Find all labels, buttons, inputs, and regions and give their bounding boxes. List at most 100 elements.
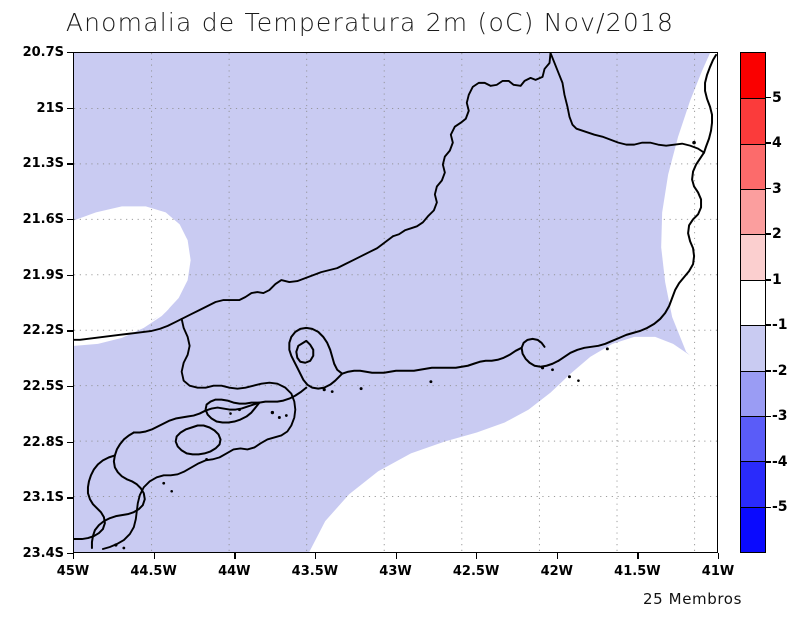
y-tick-mark [67,386,73,388]
colorbar-tick-mark [766,415,771,418]
islet [551,368,554,372]
colorbar-tick-mark [766,233,771,235]
x-tick-mark [637,553,639,559]
x-tick-mark [73,553,75,559]
islet [322,388,326,392]
islet [277,416,281,420]
x-tick-label: 42W [540,564,574,579]
islet [270,410,275,415]
x-tick-label: 43W [379,564,412,579]
y-tick-label: 22.2S [22,323,64,339]
colorbar[interactable] [740,52,766,553]
colorbar-band [741,189,765,235]
y-tick-mark [67,441,73,444]
band-minus1-plus1-west-notch [74,307,170,346]
ilha-grande-island [174,424,222,456]
colorbar-band [741,98,765,144]
colorbar-band [741,415,765,462]
y-tick-mark [67,219,73,221]
colorbar-tick-mark [766,324,771,327]
chart-title: Anomalia de Temperatura 2m (oC) Nov/2018 [65,8,675,37]
colorbar-band [741,506,765,552]
x-tick-label: 41.5W [614,564,661,579]
colorbar-tick-label: 4 [772,135,782,152]
y-tick-label: 22.5S [22,379,64,394]
members-footer: 25 Membros [643,590,742,608]
x-tick-mark [234,553,236,559]
boundary-north-spur [392,53,552,238]
map-plot-area[interactable] [73,52,718,553]
colorbar-tick-mark [766,96,771,99]
colorbar-tick-label: -5 [772,499,788,516]
colorbar-band [741,279,765,326]
islet [605,347,609,351]
x-tick-label: 42.5W [452,564,500,579]
x-tick-label: 45W [56,564,90,579]
coast-sw-tail [74,454,116,541]
islet [567,375,571,379]
islet [162,481,166,485]
islands-group [114,140,696,550]
colorbar-tick-mark [766,142,771,144]
coast-angra-paraty [90,431,146,550]
y-tick-mark [67,163,73,165]
colorbar-tick-label: 2 [772,226,782,243]
x-tick-mark [718,553,720,559]
islet [359,387,363,391]
map-gridlines [74,53,717,552]
y-tick-label: 23.1S [22,490,64,506]
colorbar-band [741,53,765,99]
islet [122,546,126,550]
islet [284,414,288,417]
x-tick-mark [314,553,317,559]
y-tick-label: 21.3S [22,156,64,172]
coast-north-to-capefrio [557,151,706,362]
map-canvas [74,53,717,552]
colorbar-tick-mark [766,461,771,463]
islet [577,379,580,382]
y-tick-mark [67,330,73,332]
islet [429,380,433,384]
y-tick-mark [67,52,73,54]
islet [540,366,545,370]
state-boundary-lines [74,53,705,550]
islet [205,457,208,461]
colorbar-band [741,234,765,280]
x-tick-label: 43.5W [291,564,339,579]
colorbar-band [741,325,765,371]
y-tick-mark [67,107,73,110]
x-tick-label: 41W [701,564,735,579]
islet [237,408,241,412]
islet [330,390,334,394]
islet [229,412,232,415]
colorbar-band [741,143,765,190]
ilha-grande-coast [204,398,261,424]
x-tick-label: 44.5W [130,564,177,579]
guanabara-bay-outline [288,326,344,390]
y-tick-label: 20.7S [22,45,64,60]
boundary-southwest-diagonal [74,235,394,341]
y-tick-mark [67,274,73,277]
band-minus1-plus1-northeast [661,53,717,382]
colorbar-tick-label: 1 [772,271,782,288]
colorbar-tick-label: 5 [772,89,782,106]
band-minus1-plus1-southeast [309,336,717,552]
y-tick-label: 21.6S [22,212,64,227]
y-tick-mark [67,497,73,499]
islet [114,543,118,547]
y-tick-mark [67,553,73,555]
boundary-northeast [549,53,705,154]
y-tick-label: 22.8S [22,434,64,450]
coast-northeast [703,53,717,154]
y-tick-label: 21.9S [22,267,64,283]
colorbar-tick-label: 3 [772,180,782,197]
x-tick-label: 44W [218,564,251,579]
islet [170,489,173,493]
guanabara-bay-inner [295,339,315,364]
coast-cabo-frio [520,337,560,368]
colorbar-band [741,461,765,507]
band-minus1-plus1-west-lobe [74,206,191,331]
y-tick-label: 23.4S [22,546,64,561]
colorbar-tick-label: -2 [772,362,788,379]
